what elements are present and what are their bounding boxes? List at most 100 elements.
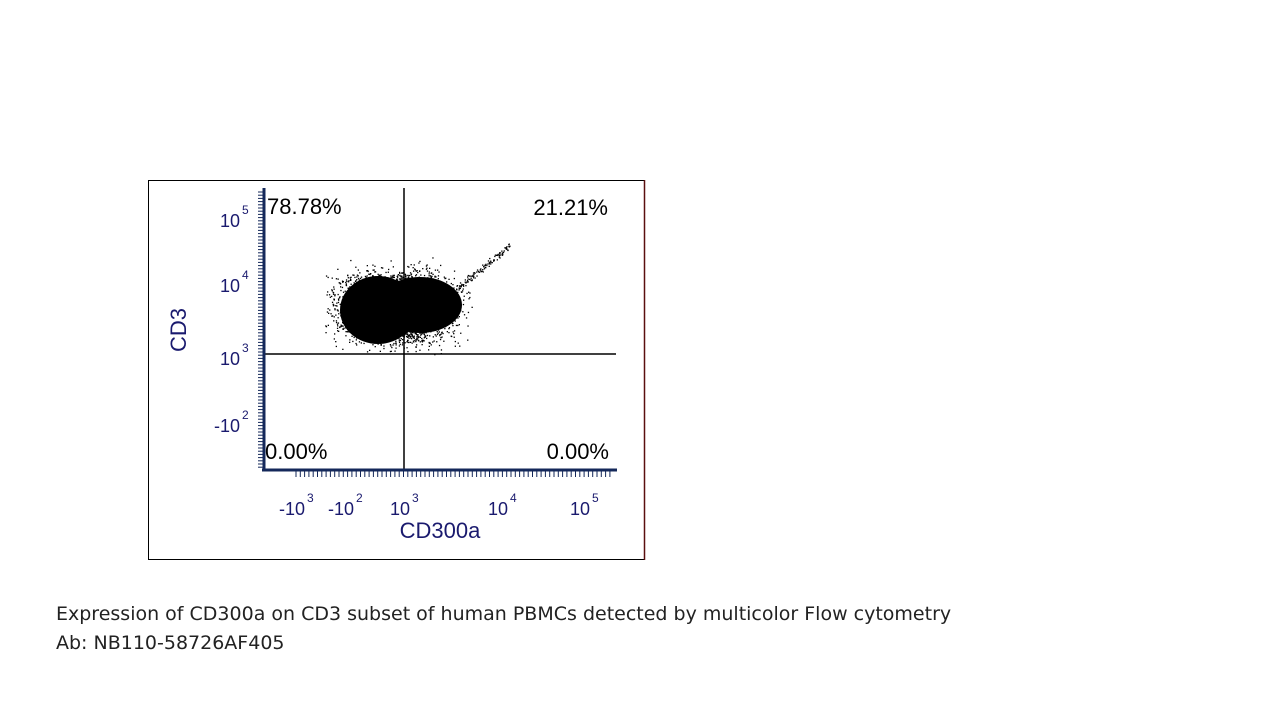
event-dot	[447, 302, 450, 304]
event-dot	[405, 323, 407, 325]
event-dot	[420, 312, 422, 314]
event-dot	[333, 320, 335, 322]
event-dot	[418, 311, 420, 313]
event-dot	[439, 282, 441, 284]
event-dot	[429, 317, 431, 319]
event-dot	[415, 340, 417, 343]
event-dot	[359, 301, 361, 303]
event-dot	[391, 284, 393, 286]
event-dot	[390, 330, 392, 332]
event-dot	[381, 338, 383, 340]
event-dot	[432, 322, 434, 324]
event-dot	[404, 322, 407, 324]
event-dot	[460, 332, 462, 334]
event-dot	[369, 321, 371, 323]
event-dot	[383, 332, 385, 334]
event-dot	[389, 350, 392, 353]
event-dot	[396, 288, 399, 291]
event-dot	[381, 277, 384, 279]
event-dot	[428, 345, 430, 347]
event-dot	[397, 277, 399, 279]
event-dot	[395, 298, 397, 300]
event-dot	[457, 311, 460, 313]
event-dot	[366, 294, 368, 296]
event-dot	[442, 332, 444, 335]
event-dot	[400, 316, 403, 318]
event-dot	[346, 312, 348, 314]
event-dot	[390, 309, 392, 311]
event-dot	[409, 306, 411, 308]
event-dot	[418, 307, 420, 309]
event-dot	[335, 321, 338, 324]
event-dot	[388, 322, 390, 324]
event-dot	[396, 320, 398, 323]
event-dot	[362, 288, 364, 290]
event-dot	[358, 330, 360, 332]
event-dot	[376, 336, 378, 338]
event-dot	[426, 270, 429, 272]
event-dot	[363, 317, 365, 320]
event-dot	[424, 287, 426, 290]
event-dot	[368, 283, 370, 286]
event-dot	[411, 311, 414, 313]
event-dot	[378, 339, 380, 341]
event-dot	[408, 337, 410, 339]
event-dot	[369, 306, 371, 308]
event-dot	[415, 289, 417, 291]
event-dot	[406, 291, 408, 293]
event-dot	[407, 284, 409, 286]
event-dot	[380, 275, 382, 278]
event-dot	[333, 298, 335, 301]
event-dot	[334, 294, 336, 296]
event-dot	[384, 276, 386, 278]
event-dot	[419, 295, 421, 297]
event-dot	[389, 329, 391, 331]
event-dot	[393, 289, 395, 292]
event-dot	[423, 332, 425, 334]
event-dot	[379, 308, 381, 310]
event-dot	[375, 338, 377, 341]
event-dot	[370, 278, 372, 280]
event-dot	[368, 330, 370, 333]
event-dot	[379, 292, 381, 295]
event-dot	[378, 280, 380, 282]
event-dot	[383, 304, 385, 307]
event-dot	[380, 318, 382, 320]
event-dot	[420, 322, 422, 325]
event-dot	[455, 302, 457, 305]
event-dot	[436, 305, 438, 307]
event-dot	[420, 316, 422, 318]
event-dot	[376, 311, 379, 314]
event-dot	[421, 328, 423, 330]
event-dot	[370, 299, 372, 301]
event-dot	[416, 317, 419, 319]
event-dot	[400, 275, 402, 277]
event-dot	[373, 338, 375, 340]
event-dot	[383, 291, 385, 293]
event-dot	[463, 295, 465, 297]
event-dot	[327, 291, 329, 293]
event-dot	[377, 306, 379, 309]
event-dot	[402, 306, 404, 308]
event-dot	[377, 290, 379, 292]
event-dot	[351, 306, 353, 308]
event-dot	[369, 308, 372, 310]
event-dot	[450, 282, 452, 285]
event-dot	[367, 321, 369, 324]
event-dot	[369, 349, 371, 351]
event-dot	[374, 271, 377, 273]
event-dot	[423, 290, 425, 292]
event-dot	[401, 293, 404, 295]
event-dot	[369, 327, 371, 329]
event-dot	[378, 338, 380, 340]
event-dot	[380, 330, 383, 332]
event-dot	[354, 288, 357, 290]
event-dot	[362, 297, 365, 299]
event-dot	[407, 315, 409, 317]
event-dot	[369, 273, 372, 275]
event-dot	[399, 310, 401, 312]
event-dot	[408, 309, 410, 311]
event-dot	[399, 333, 401, 336]
event-dot	[385, 321, 387, 323]
event-dot	[416, 308, 418, 310]
